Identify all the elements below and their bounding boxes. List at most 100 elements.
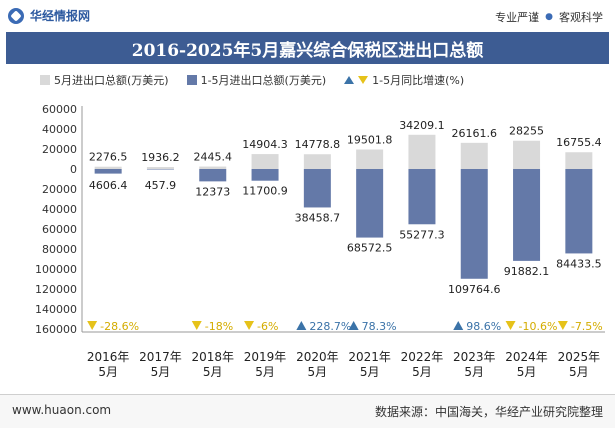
bar-cumulative [356,169,384,238]
legend-item-monthly[interactable]: 5月进出口总额(万美元) [40,72,169,88]
legend-triangle-up-icon [344,76,355,84]
bar-monthly [251,154,279,169]
legend-label-cumulative: 1-5月进出口总额(万美元) [200,74,327,87]
data-label-cumulative: 91882.1 [504,265,550,278]
data-label-monthly: 1936.2 [141,151,180,164]
growth-down-triangle [557,321,568,330]
y-tick-label: 100000 [35,263,77,276]
growth-label: 78.3% [362,320,397,333]
data-label-cumulative: 11700.9 [242,185,288,198]
y-tick-label: 60000 [42,223,77,236]
growth-label: -10.6% [519,320,558,333]
y-tick-label: 0 [70,163,77,176]
chart-title-bar: 2016-2025年5月嘉兴综合保税区进出口总额 [6,32,609,64]
bar-cumulative [408,169,436,225]
bar-monthly [356,149,384,169]
bar-monthly [94,166,122,169]
brand-logo[interactable]: 华经情报网 [8,7,90,24]
bar-monthly [199,166,227,169]
data-label-cumulative: 84433.5 [556,257,602,270]
bar-monthly [565,152,593,169]
x-category-label: 2024年 [505,350,548,364]
bar-monthly [303,154,331,169]
data-label-cumulative: 68572.5 [347,242,393,255]
data-label-monthly: 16755.4 [556,136,602,149]
x-category-label: 2025年 [558,350,601,364]
legend-label-monthly: 5月进出口总额(万美元) [54,74,169,87]
growth-down-triangle [505,321,516,330]
data-label-monthly: 14778.8 [295,138,341,151]
legend-triangle-down-icon [358,76,369,84]
x-category-label: 5月 [255,365,275,379]
data-label-cumulative: 457.9 [145,179,177,192]
data-label-cumulative: 12373 [195,185,230,198]
y-tick-label: 20000 [42,183,77,196]
y-tick-label: 80000 [42,243,77,256]
x-category-label: 5月 [412,365,432,379]
bar-monthly [408,134,436,169]
footer: www.huaon.com 数据来源：中国海关，华经产业研究院整理 [0,394,615,428]
slogan-tag-1: 专业严谨 [495,11,540,24]
bar-monthly [460,142,488,169]
bullet-icon: ● [545,12,553,22]
bar-cumulative [94,169,122,174]
growth-up-triangle [348,321,359,330]
y-tick-label: 160000 [35,323,77,336]
legend-swatch-monthly [40,75,50,85]
footer-source: 数据来源：中国海关，华经产业研究院整理 [374,405,603,419]
x-category-label: 5月 [464,365,484,379]
growth-up-triangle [453,321,464,330]
brand-name: 华经情报网 [30,9,91,23]
data-label-monthly: 28255 [509,125,544,138]
bar-cumulative [251,169,279,181]
footer-site[interactable]: www.huaon.com [12,403,112,417]
y-tick-label: 40000 [42,123,77,136]
y-tick-label: 120000 [35,283,77,296]
growth-label: -18% [205,320,233,333]
legend-label-growth: 1-5月同比增速(%) [372,74,465,87]
bar-cumulative [199,169,227,182]
growth-label: -7.5% [571,320,603,333]
bar-monthly [513,140,541,169]
data-label-monthly: 19501.8 [347,133,393,146]
growth-label: 98.6% [466,320,501,333]
bar-monthly [146,167,174,169]
growth-label: 228.7% [309,320,351,333]
data-label-monthly: 2445.4 [194,151,233,164]
data-label-cumulative: 4606.4 [89,179,128,192]
slogan-tags: 专业严谨 ● 客观科学 [495,9,603,25]
bar-cumulative [303,169,331,208]
y-tick-label: 40000 [42,203,77,216]
x-category-label: 5月 [360,365,380,379]
data-label-monthly: 34209.1 [399,119,445,132]
x-category-label: 2021年 [348,350,391,364]
x-category-label: 2023年 [453,350,496,364]
data-label-cumulative: 38458.7 [295,211,341,224]
y-tick-label: 20000 [42,143,77,156]
bar-cumulative [513,169,541,261]
legend-item-growth[interactable]: 1-5月同比增速(%) [344,72,464,88]
x-category-label: 5月 [203,365,223,379]
top-bar: 华经情报网 专业严谨 ● 客观科学 [0,0,615,30]
y-tick-label: 60000 [42,103,77,116]
growth-up-triangle [296,321,307,330]
y-tick-label: 140000 [35,303,77,316]
growth-down-triangle [244,321,255,330]
growth-label: -28.6% [100,320,139,333]
x-category-label: 2018年 [191,350,234,364]
data-label-cumulative: 55277.3 [399,228,445,241]
legend-swatch-cumulative [186,75,197,85]
slogan-tag-2: 客观科学 [559,11,603,24]
x-category-label: 2020年 [296,350,339,364]
chart-legend: 5月进出口总额(万美元) 1-5月进出口总额(万美元) 1-5月同比增速(%) [40,72,464,88]
logo-icon [8,7,24,24]
x-category-label: 2019年 [244,350,287,364]
data-label-monthly: 14904.3 [242,138,288,151]
x-category-label: 2022年 [401,350,444,364]
x-category-label: 5月 [151,365,171,379]
bar-cumulative [460,169,488,279]
legend-item-cumulative[interactable]: 1-5月进出口总额(万美元) [186,72,327,88]
data-label-monthly: 2276.5 [89,151,128,164]
bar-cumulative [565,169,593,254]
bar-cumulative [146,169,174,170]
